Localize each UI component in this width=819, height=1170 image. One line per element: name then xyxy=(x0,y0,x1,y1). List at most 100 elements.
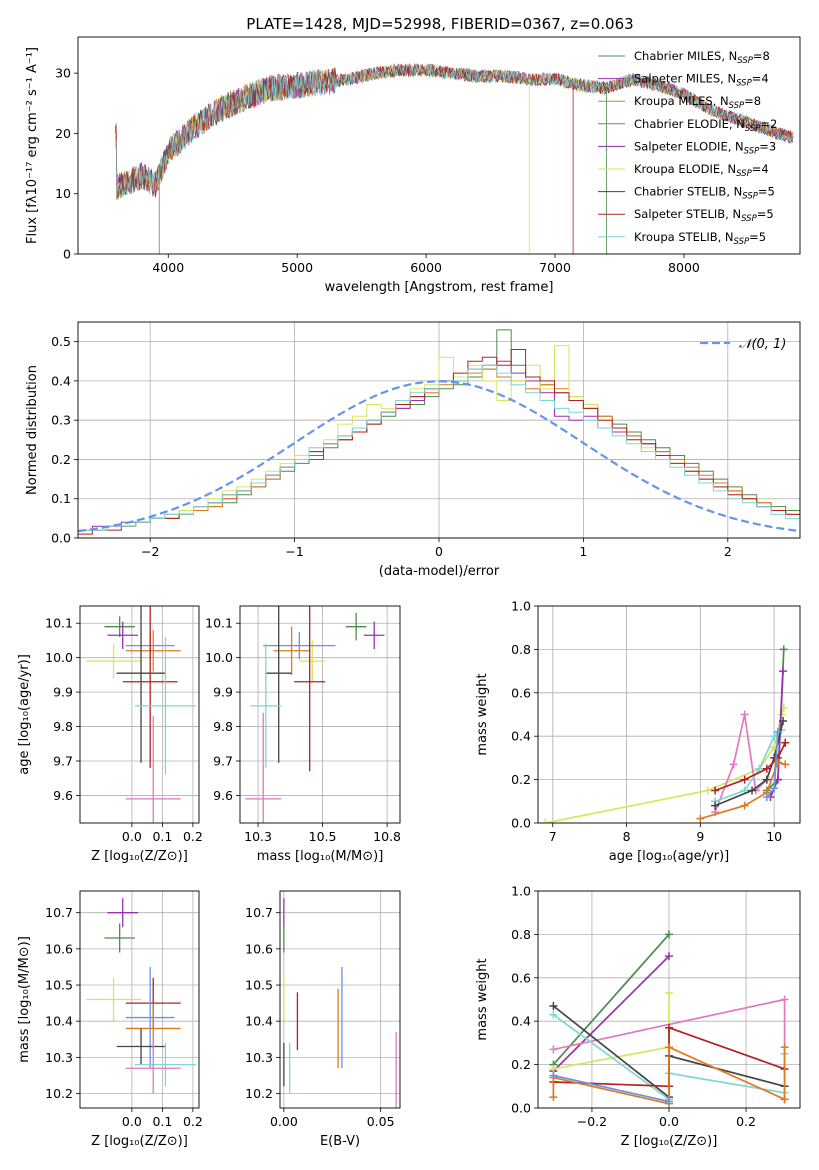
plus-marker xyxy=(549,1002,558,1011)
figure-title: PLATE=1428, MJD=52998, FIBERID=0367, z=0… xyxy=(246,15,633,33)
panel-mass-vs-Z: 0.0 0.1 0.2 10.2 10.3 10.4 10.5 10.6 10.7 Z [log₁… xyxy=(17,890,203,1149)
plus-marker xyxy=(780,1095,789,1104)
y-axis-label: Flux [fλ10⁻¹⁷ erg cm⁻² s⁻¹ A⁻¹] xyxy=(25,47,40,244)
axes-frame xyxy=(537,890,801,1109)
y-tick-label: 10.5 xyxy=(245,978,273,993)
plot-area xyxy=(549,930,789,1108)
x-tick-label: 0.1 xyxy=(152,829,172,844)
y-tick-label: 1.0 xyxy=(511,599,531,614)
x-tick-label: 7 xyxy=(549,829,557,844)
x-tick-label: 0.1 xyxy=(152,1114,172,1129)
plus-marker xyxy=(665,952,673,961)
y-tick-label: 9.6 xyxy=(53,788,73,803)
histogram-step xyxy=(78,368,800,531)
y-tick-label: 10.7 xyxy=(245,905,273,920)
plus-marker xyxy=(703,786,712,795)
plus-marker xyxy=(711,801,720,810)
legend-entry: Salpeter STELIB, NSSP=5 xyxy=(634,207,774,224)
x-tick-label: 0.2 xyxy=(736,1114,756,1129)
error-point xyxy=(107,621,138,650)
y-tick-label: 0.2 xyxy=(511,772,531,787)
plus-marker xyxy=(762,764,771,773)
x-tick-label: 6000 xyxy=(410,260,442,275)
x-tick-label: 0 xyxy=(435,544,443,559)
spectrum-line xyxy=(115,63,794,198)
x-axis-label: wavelength [Angstrom, rest frame] xyxy=(325,280,554,295)
axes-frame xyxy=(79,605,200,824)
x-tick-label: 0.0 xyxy=(122,1114,142,1129)
error-point xyxy=(273,626,310,675)
x-tick-label: 7000 xyxy=(539,260,571,275)
y-tick-label: 9.7 xyxy=(213,754,233,769)
x-tick-label: −1 xyxy=(285,544,303,559)
axes-frame xyxy=(77,321,801,539)
weight-line xyxy=(552,955,670,1072)
plus-marker xyxy=(773,727,782,736)
plus-marker xyxy=(740,801,749,810)
axes-frame xyxy=(279,890,401,1109)
weight-line xyxy=(552,933,670,1066)
error-point xyxy=(116,1028,166,1065)
plus-marker xyxy=(665,930,673,939)
plus-marker xyxy=(665,1043,673,1052)
panel-mass-vs-EBV: 0.00 0.05 10.2 10.3 10.4 10.5 10.6 10.7 E(B-V) xyxy=(245,890,401,1149)
plot-area xyxy=(283,898,397,1108)
y-tick-label: 0.4 xyxy=(511,1014,531,1029)
x-tick-label: 8000 xyxy=(668,260,700,275)
x-tick-label: 0.05 xyxy=(367,1114,395,1129)
error-point xyxy=(263,631,336,660)
y-axis-label: age [log₁₀(age/yr)] xyxy=(17,654,32,775)
legend-entry: Kroupa ELODIE, NSSP=4 xyxy=(634,162,769,179)
y-tick-label: 0 xyxy=(63,247,71,262)
y-tick-label: 0.0 xyxy=(51,531,71,546)
x-tick-label: 10.3 xyxy=(244,829,272,844)
legend-entry: 𝒩(0, 1) xyxy=(739,337,786,352)
error-point xyxy=(107,898,138,928)
x-axis-label: E(B-V) xyxy=(320,1134,360,1149)
x-axis-label: Z [log₁₀(Z/Z⊙)] xyxy=(91,849,188,864)
y-tick-label: 9.6 xyxy=(213,788,233,803)
legend-entry: Salpeter MILES, NSSP=4 xyxy=(634,72,769,89)
error-point xyxy=(345,612,367,641)
axes-frame xyxy=(537,605,801,824)
x-axis-label: Z [log₁₀(Z/Z⊙)] xyxy=(91,1134,188,1149)
x-tick-label: −0.2 xyxy=(577,1114,607,1129)
plus-marker xyxy=(762,775,771,784)
weight-line xyxy=(553,1074,670,1103)
plot-area xyxy=(86,898,196,1094)
error-point xyxy=(125,1042,181,1094)
axes-frame xyxy=(79,890,200,1109)
y-tick-label: 10.4 xyxy=(245,1014,273,1029)
y-tick-label: 9.8 xyxy=(53,719,73,734)
plus-marker xyxy=(665,1097,673,1106)
x-tick-label: 0.2 xyxy=(183,829,203,844)
error-point xyxy=(86,643,142,679)
plus-marker xyxy=(755,764,764,773)
error-point xyxy=(363,621,385,650)
y-tick-label: 20 xyxy=(55,126,71,141)
y-tick-label: 0.4 xyxy=(51,373,71,388)
y-axis-label: mass [log₁₀(M/M⊙)] xyxy=(17,936,32,1063)
x-tick-label: −2 xyxy=(141,544,159,559)
x-tick-label: 10 xyxy=(766,829,782,844)
y-tick-label: 9.9 xyxy=(53,685,73,700)
panel-spectrum: 4000 5000 6000 7000 8000 0 10 20 30 wavelength [A… xyxy=(25,36,801,295)
error-point xyxy=(116,606,166,763)
y-tick-label: 10.7 xyxy=(45,905,73,920)
x-tick-label: 5000 xyxy=(281,260,313,275)
y-axis-label: mass weight xyxy=(475,673,490,755)
plus-marker xyxy=(779,667,788,676)
plot-area xyxy=(115,62,794,254)
plot-area xyxy=(541,645,790,823)
plus-marker xyxy=(748,786,757,795)
y-tick-label: 0.8 xyxy=(511,642,531,657)
axes-frame xyxy=(239,605,401,824)
y-tick-label: 10.1 xyxy=(45,616,73,631)
y-tick-label: 10.4 xyxy=(45,1014,73,1029)
legend-entry: Kroupa MILES, NSSP=8 xyxy=(634,94,761,111)
x-tick-label: 0.0 xyxy=(659,1114,679,1129)
panel-mass-weight-vs-age: 7 8 9 10 0.0 0.2 0.4 0.6 0.8 1.0 age [log₁₀(age/yr… xyxy=(475,599,801,864)
plot-area xyxy=(86,606,196,823)
x-tick-label: 2 xyxy=(724,544,732,559)
y-tick-label: 10.6 xyxy=(45,941,73,956)
